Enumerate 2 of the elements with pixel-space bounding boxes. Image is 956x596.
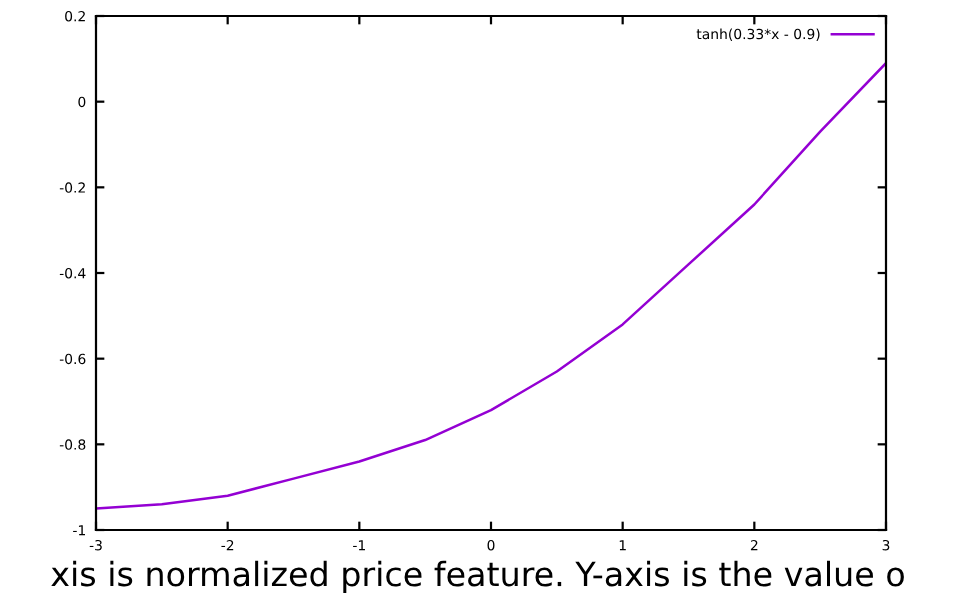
text: xis is normalized price feature. Y-axis is the value o: [51, 560, 904, 594]
line-series: [96, 61, 886, 510]
